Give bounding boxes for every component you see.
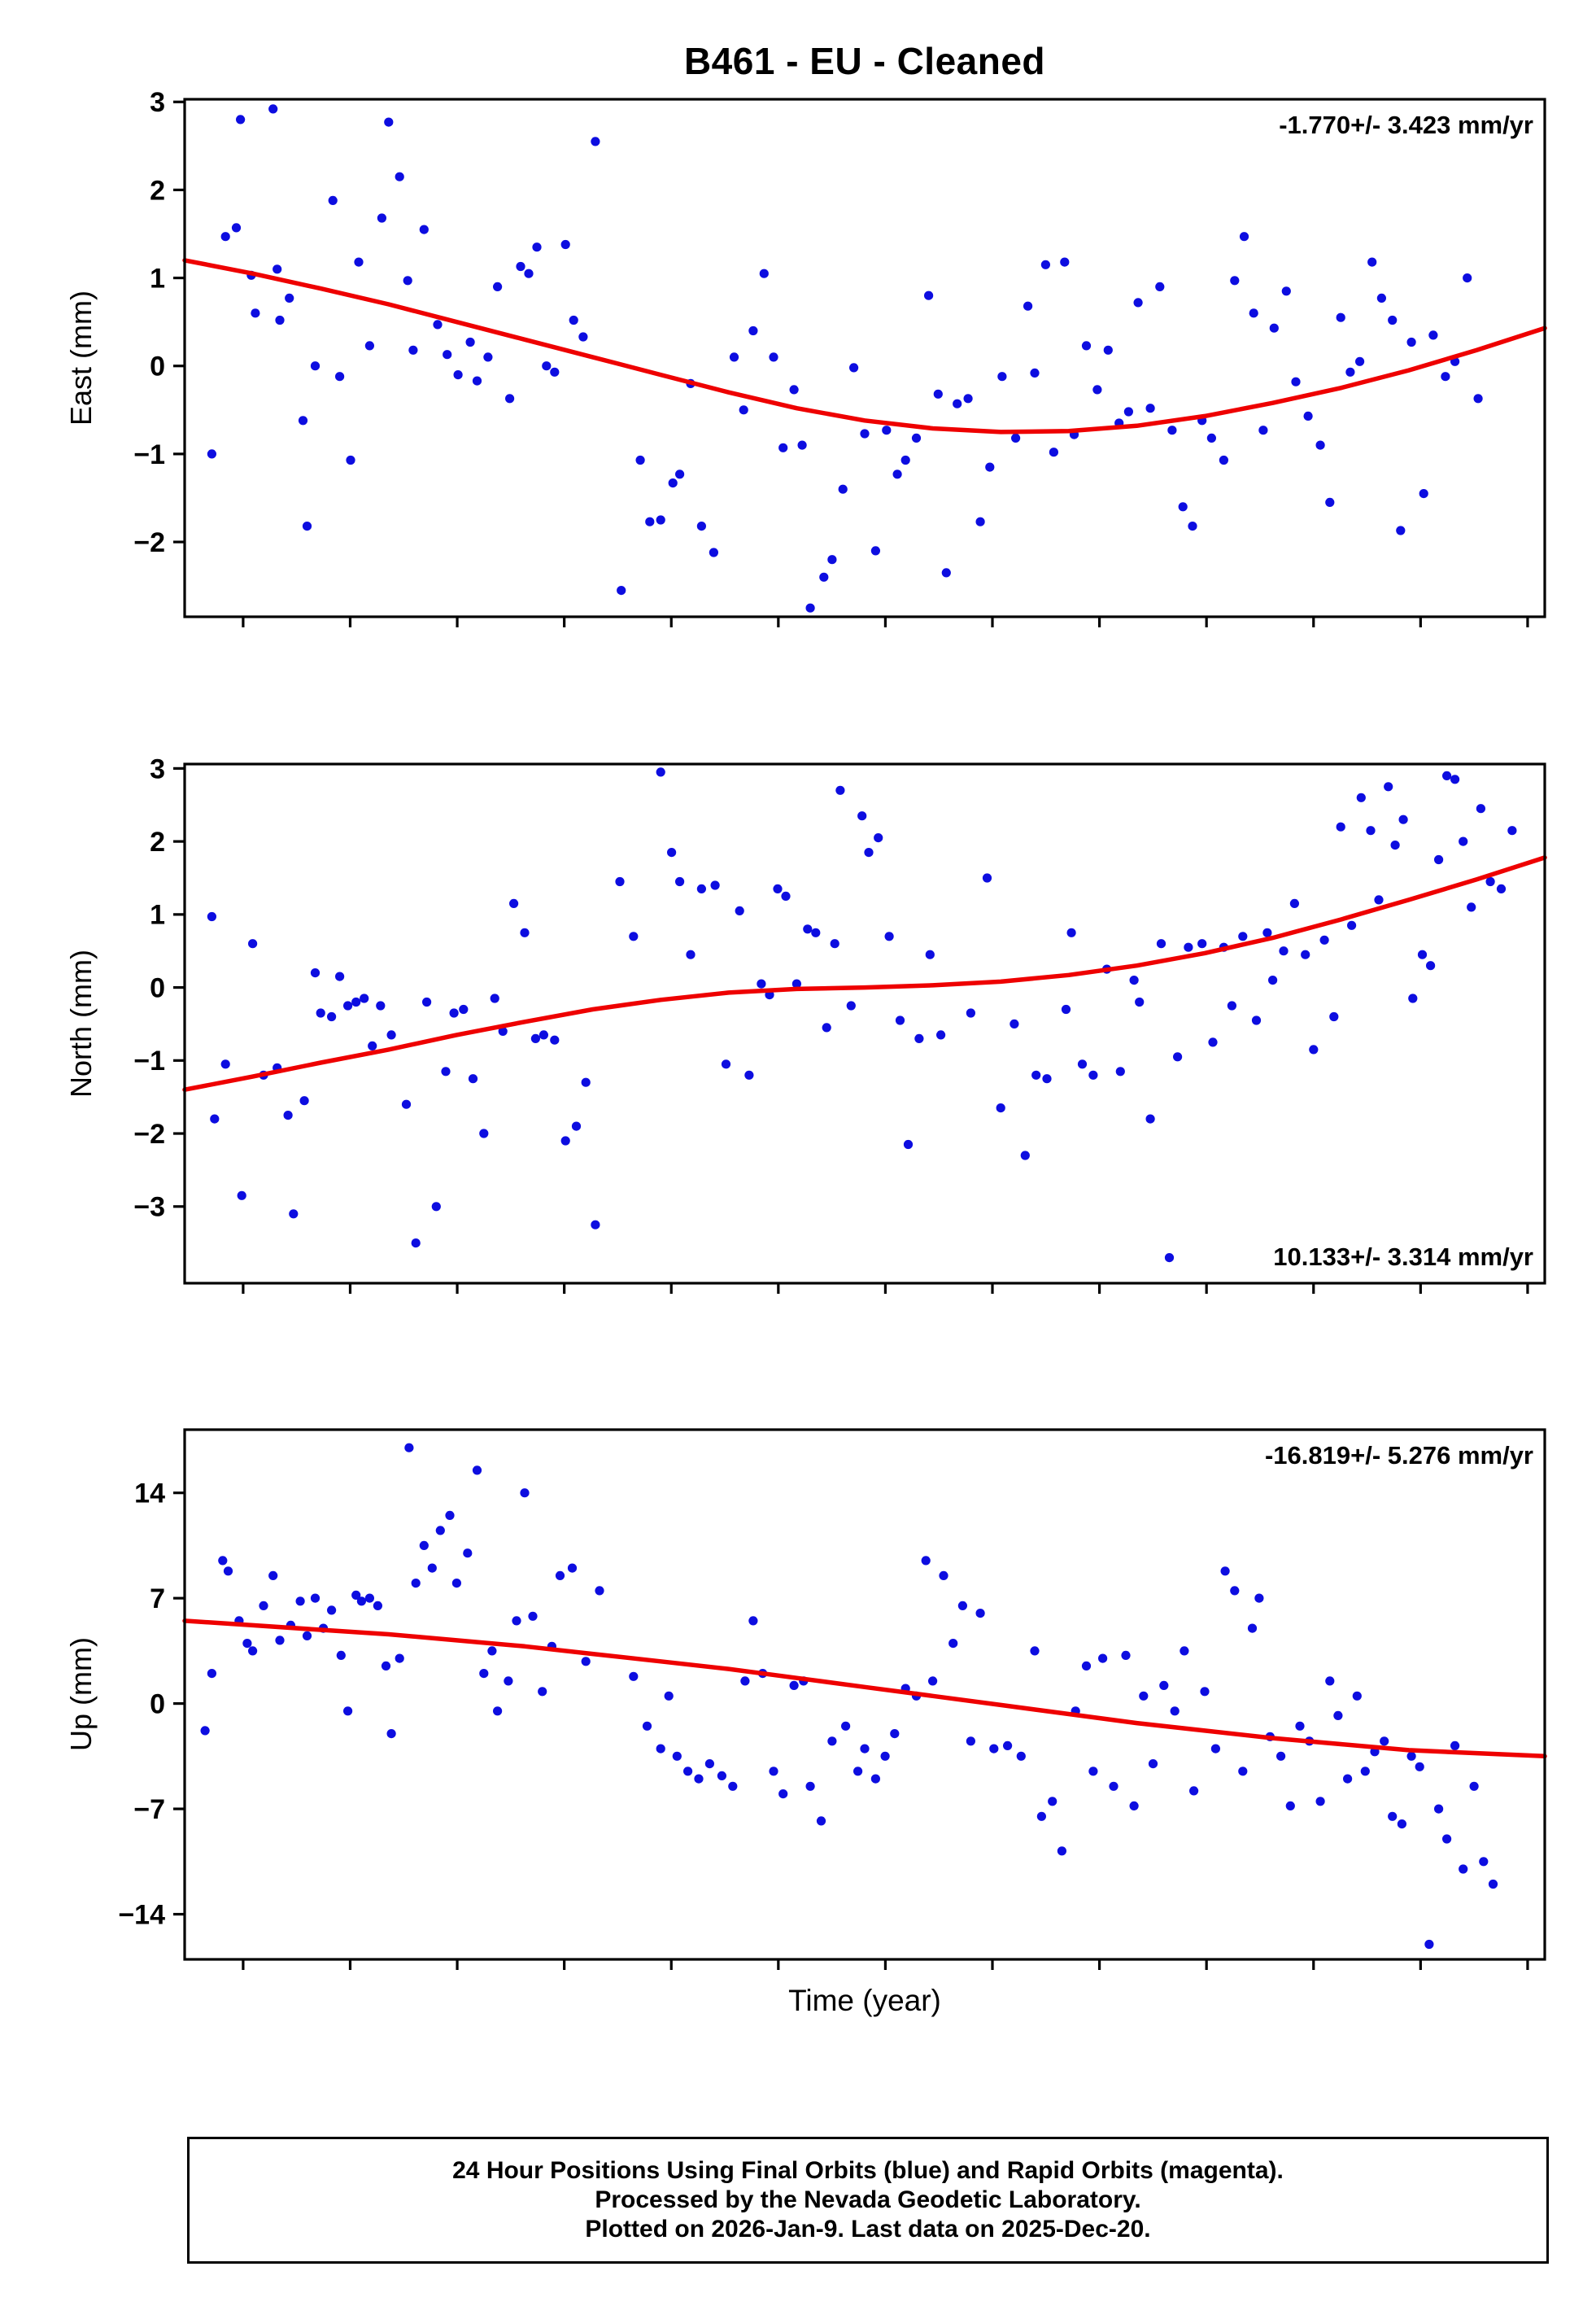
east-ytick-label: 2: [150, 175, 165, 206]
up-ytick-label: 14: [134, 1478, 165, 1509]
east-rate-annotation: -1.770+/- 3.423 mm/yr: [1279, 111, 1533, 139]
north-trend-line: [182, 855, 1547, 1092]
north-ytick-label: 0: [150, 972, 165, 1003]
y-axis-label-up: Up (mm): [64, 1637, 98, 1751]
panel-north: 3 2 1 0 −1 −2 −3 10.133+/- 3.314 mm/yr: [133, 753, 1547, 1294]
up-ytick-label: 7: [150, 1583, 165, 1614]
north-scatter-points: [207, 767, 1517, 1263]
up-ytick-label: −7: [133, 1794, 165, 1825]
up-scatter-points: [200, 1443, 1498, 1950]
north-ytick-label: −3: [133, 1192, 165, 1223]
footer-line-2: Processed by the Nevada Geodetic Laborat…: [595, 2186, 1141, 2213]
east-ytick-label: 1: [150, 263, 165, 294]
footer-note-box: 24 Hour Positions Using Final Orbits (bl…: [187, 2137, 1549, 2264]
footer-line-3: Plotted on 2026-Jan-9. Last data on 2025…: [585, 2216, 1151, 2243]
north-rate-annotation: 10.133+/- 3.314 mm/yr: [1273, 1243, 1533, 1271]
east-ytick-label: 3: [150, 87, 165, 118]
north-ytick-label: 1: [150, 900, 165, 931]
north-ytick-label: 2: [150, 827, 165, 858]
north-ytick-label: −1: [133, 1046, 165, 1077]
y-axis-label-east: East (mm): [64, 290, 98, 426]
x-axis-label: Time (year): [788, 1984, 941, 2017]
east-ytick-label: −1: [133, 439, 165, 470]
east-trend-line: [182, 258, 1547, 435]
east-axis-frame: [183, 98, 1546, 618]
north-axis-frame: [183, 762, 1546, 1285]
north-ytick-label: 3: [150, 753, 165, 784]
up-trend-line: [182, 1618, 1547, 1759]
footer-line-1: 24 Hour Positions Using Final Orbits (bl…: [452, 2157, 1284, 2184]
panel-east: 3 2 1 0 −1 −2 -1.770+/- 3.423 mm/yr: [133, 87, 1547, 627]
up-ytick-label: 0: [150, 1688, 165, 1719]
up-axis-frame: [183, 1428, 1546, 1961]
page-title: B461 - EU - Cleaned: [683, 40, 1046, 82]
panel-up: 14 7 0 −7 −14 -16.819+/- 5.276 mm/yr: [118, 1428, 1547, 1970]
north-ytick-label: −2: [133, 1119, 165, 1150]
y-axis-label-north: North (mm): [64, 950, 98, 1098]
up-rate-annotation: -16.819+/- 5.276 mm/yr: [1265, 1441, 1533, 1470]
up-ytick-label: −14: [118, 1899, 165, 1930]
east-ytick-label: −2: [133, 527, 165, 558]
east-scatter-points: [207, 104, 1483, 613]
east-ytick-label: 0: [150, 352, 165, 382]
